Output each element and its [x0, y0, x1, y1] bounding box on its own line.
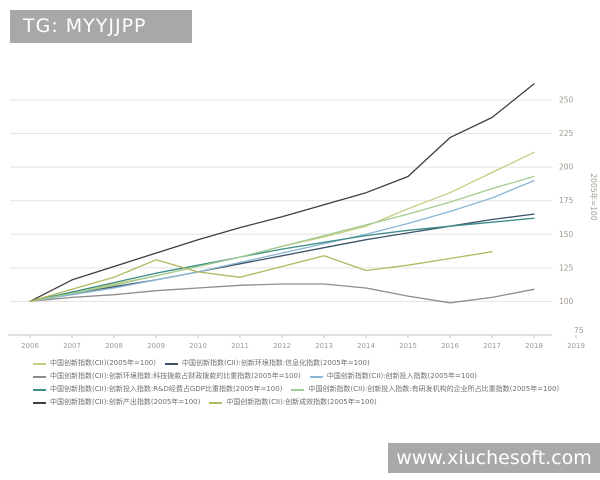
legend-row: 中国创新指数(CII):创新投入指数:R&D经费占GDP比重指数(2005年=1…: [33, 383, 593, 396]
legend-item: 中国创新指数(CII):创新投入指数:R&D经费占GDP比重指数(2005年=1…: [33, 383, 282, 396]
legend-item: 中国创新指数(CII):创新成效指数(2005年=100): [209, 396, 377, 409]
y-tick-label: 125: [559, 263, 574, 272]
legend-line-swatch: [209, 401, 223, 404]
x-tick-label: 2010: [189, 342, 207, 350]
x-tick-label: 2009: [147, 342, 165, 350]
x-tick-label: 2006: [21, 342, 39, 350]
x-tick-label: 2018: [525, 342, 543, 350]
legend-label: 中国创新指数(CII):创新环境指数:科技拨款占财政拨款的比重指数(2005年=…: [50, 372, 301, 380]
legend-item: 中国创新指数(CII):创新环境指数:科技拨款占财政拨款的比重指数(2005年=…: [33, 370, 301, 383]
x-tick-label: 2014: [357, 342, 375, 350]
legend-line-swatch: [33, 388, 46, 391]
legend-line-swatch: [291, 388, 305, 391]
x-tick-label: 2012: [273, 342, 291, 350]
y-tick-label: 150: [559, 230, 574, 239]
x-tick-label: 2016: [441, 342, 459, 350]
x-tick-label: 2015: [399, 342, 417, 350]
series-line: [29, 175, 535, 303]
legend-label: 中国创新指数(CII):创新成效指数(2005年=100): [226, 398, 377, 406]
y-tick-label: 250: [559, 96, 574, 105]
legend-item: 中国创新指数(CII):创新环境指数:信息化指数(2005年=100): [164, 357, 370, 370]
series-line: [29, 283, 535, 304]
series-line: [29, 251, 493, 303]
legend-row: 中国创新指数(CII)(2005年=100) 中国创新指数(CII):创新环境指数…: [33, 357, 593, 370]
legend-label: 中国创新指数(CII):创新投入指数:R&D经费占GDP比重指数(2005年=1…: [50, 385, 283, 393]
legend-line-swatch: [33, 401, 46, 404]
legend-line-swatch: [33, 375, 46, 378]
legend-label: 中国创新指数(CII):创新产出指数(2005年=100): [50, 398, 201, 406]
series-line: [29, 217, 535, 303]
x-tick-label: 2007: [63, 342, 81, 350]
chart-legend: 中国创新指数(CII)(2005年=100) 中国创新指数(CII):创新环境指数…: [33, 357, 593, 409]
x-tick-label: 2019: [567, 342, 585, 350]
legend-line-swatch: [309, 375, 323, 378]
innovation-index-chart: 100 125 150 175 200 225 250 75 2006 2007 2008 2009 2…: [8, 83, 599, 350]
series-line: [29, 83, 535, 303]
x-tick-label: 2011: [231, 342, 249, 350]
y-tick-label: 100: [559, 297, 574, 306]
y-axis-note: 2005年=100: [589, 173, 599, 220]
legend-item: 中国创新指数(CII):创新投入指数:有研发机构的企业所占比重指数(2005年=…: [291, 383, 559, 396]
y-tick-label: 200: [559, 163, 574, 172]
site-watermark: www.xiuchesoft.com: [388, 443, 600, 473]
series-line: [29, 179, 535, 303]
legend-line-swatch: [164, 362, 178, 365]
y-tick-label: 225: [559, 129, 574, 138]
legend-item: 中国创新指数(CII)(2005年=100): [33, 357, 156, 370]
x-tick-label: 2008: [105, 342, 123, 350]
y-tick-label: 75: [574, 326, 584, 335]
legend-label: 中国创新指数(CII):创新环境指数:信息化指数(2005年=100): [181, 359, 370, 367]
x-tick-label: 2017: [483, 342, 501, 350]
legend-row: 中国创新指数(CII):创新环境指数:科技拨款占财政拨款的比重指数(2005年=…: [33, 370, 593, 383]
legend-item: 中国创新指数(CII):创新投入指数(2005年=100): [309, 370, 478, 383]
x-tick-label: 2013: [315, 342, 333, 350]
legend-row: 中国创新指数(CII):创新产出指数(2005年=100) 中国创新指数(CII)…: [33, 396, 593, 409]
y-tick-label: 175: [559, 196, 574, 205]
legend-label: 中国创新指数(CII):创新投入指数(2005年=100): [326, 372, 478, 380]
legend-line-swatch: [33, 362, 46, 365]
legend-label: 中国创新指数(CII):创新投入指数:有研发机构的企业所占比重指数(2005年=…: [308, 385, 560, 393]
legend-item: 中国创新指数(CII):创新产出指数(2005年=100): [33, 396, 200, 409]
legend-label: 中国创新指数(CII)(2005年=100): [50, 359, 156, 367]
telegram-watermark: TG: MYYJJPP: [10, 10, 192, 43]
